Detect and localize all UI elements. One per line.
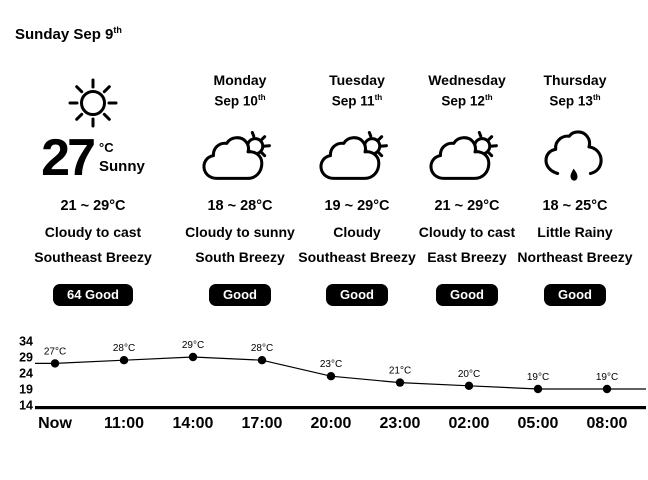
partly-cloudy-icon xyxy=(175,128,305,188)
date-ordinal-suffix: th xyxy=(113,25,122,35)
forecast-day-label: Wednesday xyxy=(428,72,506,88)
temp-range-label: 21 ~ 29°C xyxy=(434,198,500,214)
chart-point xyxy=(326,372,336,381)
air-quality-badge: Good xyxy=(326,284,388,306)
chart-y-tick: 19 xyxy=(19,383,33,397)
forecast-day-label: Tuesday xyxy=(329,72,385,88)
air-quality-badge: 64 Good xyxy=(52,284,133,306)
page-title: Sunday Sep 9th xyxy=(15,25,122,43)
temp-range-label: 18 ~ 25°C xyxy=(542,198,608,214)
date-ordinal-suffix: th xyxy=(484,93,493,102)
forecast-day-label: Monday xyxy=(213,72,267,88)
sun-icon xyxy=(8,74,178,132)
date-ordinal-suffix: th xyxy=(592,93,601,102)
sky-condition-label: Cloudy to cast xyxy=(44,224,142,240)
air-quality-badge: Good xyxy=(209,284,271,306)
chart-y-tick: 29 xyxy=(19,351,33,365)
forecast-column-monday: Monday Sep 10th 18 ~ 28°C Cloudy to sunn… xyxy=(175,72,305,322)
chart-x-tick: 20:00 xyxy=(311,415,352,432)
sky-condition-label: Cloudy to sunny xyxy=(185,224,295,240)
temp-range-label: 21 ~ 29°C xyxy=(60,198,126,214)
chart-point xyxy=(119,356,129,365)
chart-point xyxy=(257,356,267,365)
temp-range-label: 18 ~ 28°C xyxy=(207,198,273,214)
temp-range-label: 19 ~ 29°C xyxy=(324,198,390,214)
date-ordinal-suffix: th xyxy=(257,93,266,102)
current-date-label: Sunday Sep 9 xyxy=(15,26,114,43)
wind-label: Northeast Breezy xyxy=(517,249,633,265)
chart-x-tick: 05:00 xyxy=(518,415,559,432)
chart-point-label: 19°C xyxy=(596,372,618,383)
chart-x-tick: 02:00 xyxy=(449,415,490,432)
chart-x-tick: 08:00 xyxy=(587,415,628,432)
partly-cloudy-icon xyxy=(402,128,532,188)
current-condition-label: Sunny xyxy=(99,158,145,175)
chart-point-label: 28°C xyxy=(251,343,273,354)
chart-x-axis xyxy=(35,406,646,410)
chart-x-tick: 17:00 xyxy=(242,415,283,432)
chart-x-tick: 23:00 xyxy=(380,415,421,432)
chart-point-label: 29°C xyxy=(182,340,204,351)
current-temperature: 27 °C Sunny xyxy=(8,129,178,187)
chart-point-label: 23°C xyxy=(320,359,342,370)
wind-label: South Breezy xyxy=(195,249,285,265)
temp-unit-label: °C xyxy=(99,140,114,155)
chart-x-tick: 14:00 xyxy=(173,415,214,432)
chart-point xyxy=(464,381,474,390)
date-ordinal-suffix: th xyxy=(374,93,383,102)
forecast-date-label: Sep 12th xyxy=(441,93,493,109)
chart-y-tick: 14 xyxy=(19,399,33,413)
sky-condition-label: Cloudy to cast xyxy=(418,224,516,240)
chart-point xyxy=(188,352,198,362)
air-quality-badge: Good xyxy=(436,284,498,306)
forecast-date-label: Sep 11th xyxy=(331,93,383,109)
sky-condition-label: Little Rainy xyxy=(537,224,613,240)
chart-y-tick: 34 xyxy=(19,335,33,349)
wind-label: East Breezy xyxy=(427,249,507,265)
wind-label: Southeast Breezy xyxy=(34,249,152,265)
chart-point-label: 20°C xyxy=(458,369,480,380)
forecast-column-wednesday: Wednesday Sep 12th 21 ~ 29°C Cloudy to c… xyxy=(402,72,532,322)
chart-x-tick: Now xyxy=(38,415,72,432)
chart-point xyxy=(395,378,405,387)
sky-condition-label: Cloudy xyxy=(333,224,381,240)
chart-point xyxy=(50,359,60,368)
current-temp-value: 27 xyxy=(41,129,96,187)
rain-cloud-icon xyxy=(510,128,640,188)
chart-y-tick: 24 xyxy=(19,367,33,381)
chart-point xyxy=(602,384,612,394)
chart-point-label: 27°C xyxy=(44,346,66,357)
forecast-day-label: Thursday xyxy=(543,72,607,88)
forecast-date-label: Sep 13th xyxy=(549,93,601,109)
chart-point-label: 28°C xyxy=(113,343,135,354)
chart-x-tick: 11:00 xyxy=(104,415,144,432)
chart-point-label: 21°C xyxy=(389,366,411,377)
forecast-column-thursday: Thursday Sep 13th 18 ~ 25°C Little Rainy… xyxy=(510,72,640,322)
chart-point-label: 19°C xyxy=(527,372,549,383)
temperature-trend-chart: 34 29 24 19 14 27°C Now 28°C 11:00 29°C 14:00 28°C 1… xyxy=(19,335,646,432)
air-quality-badge: Good xyxy=(544,284,606,306)
forecast-date-label: Sep 10th xyxy=(214,93,266,109)
current-day-column: 27 °C Sunny 21 ~ 29°C Cloudy to cast Sou… xyxy=(8,72,178,322)
chart-point xyxy=(533,384,543,394)
partly-cloudy-icon xyxy=(292,128,422,188)
wind-label: Southeast Breezy xyxy=(298,249,416,265)
forecast-column-tuesday: Tuesday Sep 11th 19 ~ 29°C Cloudy Southe… xyxy=(292,72,422,322)
